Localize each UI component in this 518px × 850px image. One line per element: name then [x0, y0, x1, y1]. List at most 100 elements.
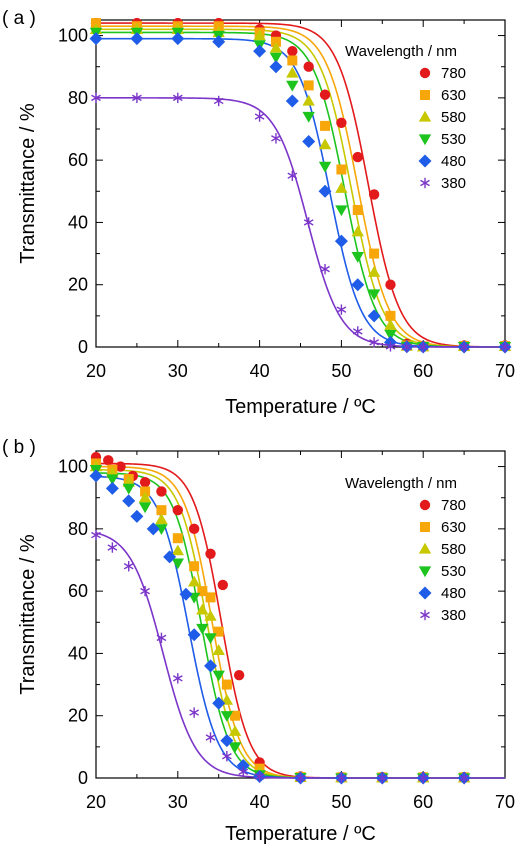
legend-label: 780	[441, 497, 466, 514]
data-point-380	[336, 772, 347, 784]
data-point-580	[351, 225, 364, 237]
data-point-530	[212, 670, 225, 682]
data-point-580	[171, 544, 184, 556]
y-tick-label: 0	[78, 337, 88, 357]
data-point-480	[318, 184, 332, 198]
data-point-380	[172, 673, 183, 684]
data-point-380	[205, 732, 216, 743]
data-point-530	[351, 252, 364, 263]
data-point-380	[303, 217, 314, 228]
data-point-530	[196, 623, 209, 635]
data-point-380	[500, 341, 510, 353]
data-point-380	[336, 304, 347, 315]
data-point-630	[385, 310, 396, 321]
data-point-630	[213, 626, 224, 637]
data-point-630	[221, 679, 232, 690]
data-point-480	[204, 659, 218, 673]
legend-marker-480	[418, 154, 432, 168]
data-point-480	[253, 44, 267, 58]
y-tick-label: 100	[58, 457, 88, 477]
data-point-780	[205, 548, 216, 559]
y-tick-label: 40	[68, 643, 88, 663]
y-tick-label: 40	[68, 212, 88, 232]
data-point-380	[132, 92, 142, 104]
data-point-780	[368, 189, 380, 200]
data-point-380	[254, 771, 265, 782]
x-tick-label: 70	[495, 361, 515, 381]
y-tick-label: 60	[68, 581, 88, 601]
legend-label: 480	[441, 585, 466, 602]
data-point-380	[418, 772, 429, 784]
data-point-530	[138, 502, 152, 514]
data-point-530	[204, 633, 217, 645]
data-point-380	[401, 341, 412, 353]
x-tick-label: 20	[86, 361, 106, 381]
data-point-530	[171, 558, 184, 570]
legend-label: 580	[441, 541, 466, 558]
legend-label: 580	[441, 109, 466, 126]
data-point-380	[213, 95, 224, 107]
x-tick-label: 50	[331, 361, 351, 381]
data-point-480	[179, 587, 193, 601]
data-point-580	[155, 513, 168, 525]
y-tick-label: 80	[68, 519, 88, 539]
data-point-580	[318, 138, 332, 150]
data-point-630	[91, 18, 101, 29]
data-point-380	[91, 529, 101, 541]
data-point-580	[253, 29, 266, 41]
data-point-580	[212, 644, 225, 655]
data-point-630	[336, 164, 347, 175]
x-tick-label: 50	[331, 792, 351, 812]
data-point-380	[156, 632, 167, 644]
fit-curve-780	[96, 22, 506, 348]
data-point-530	[228, 742, 242, 754]
data-point-780	[103, 455, 114, 466]
data-point-530	[318, 161, 332, 173]
data-point-380	[295, 772, 306, 784]
data-point-580	[335, 181, 348, 193]
legend-label: 630	[441, 519, 466, 536]
y-tick-label: 0	[78, 768, 88, 788]
data-point-480	[285, 94, 299, 108]
data-point-480	[302, 134, 316, 148]
data-point-480	[236, 759, 250, 773]
data-point-380	[189, 707, 200, 718]
x-tick-label: 30	[168, 792, 188, 812]
data-point-380	[271, 133, 281, 144]
data-point-380	[123, 561, 134, 572]
data-point-480	[122, 494, 136, 508]
data-point-630	[189, 561, 200, 572]
data-point-380	[287, 170, 298, 181]
legend-marker-580	[418, 542, 432, 554]
data-point-580	[196, 603, 209, 615]
data-point-530	[384, 329, 397, 341]
data-point-380	[320, 263, 330, 275]
data-point-580	[187, 575, 201, 587]
data-point-380	[140, 585, 150, 597]
data-point-780	[172, 504, 183, 516]
data-point-380	[385, 341, 396, 352]
data-point-480	[105, 481, 119, 495]
x-tick-label: 60	[413, 361, 433, 381]
y-axis-title: Transmittance / %	[17, 103, 39, 264]
data-point-480	[212, 35, 226, 49]
data-point-580	[269, 41, 283, 53]
data-point-780	[336, 117, 347, 128]
legend-marker-580	[418, 110, 432, 122]
data-point-380	[369, 337, 379, 348]
x-tick-label: 40	[250, 792, 270, 812]
data-point-630	[352, 204, 363, 215]
data-point-530	[106, 474, 119, 486]
data-point-530	[286, 80, 299, 92]
panel-label: ( a )	[2, 8, 36, 29]
data-point-630	[140, 486, 151, 497]
data-point-480	[212, 696, 226, 710]
data-point-580	[384, 319, 397, 330]
fit-curve-380	[96, 97, 505, 348]
data-point-480	[89, 469, 103, 483]
data-point-480	[351, 278, 365, 292]
panel-a: ( a ) 20 30 40 50 60 70 0 20 40 60 80 100 Temperature…	[2, 8, 515, 418]
legend-label: 530	[441, 563, 466, 580]
x-tick-label: 70	[495, 792, 515, 812]
data-point-480	[89, 32, 103, 46]
